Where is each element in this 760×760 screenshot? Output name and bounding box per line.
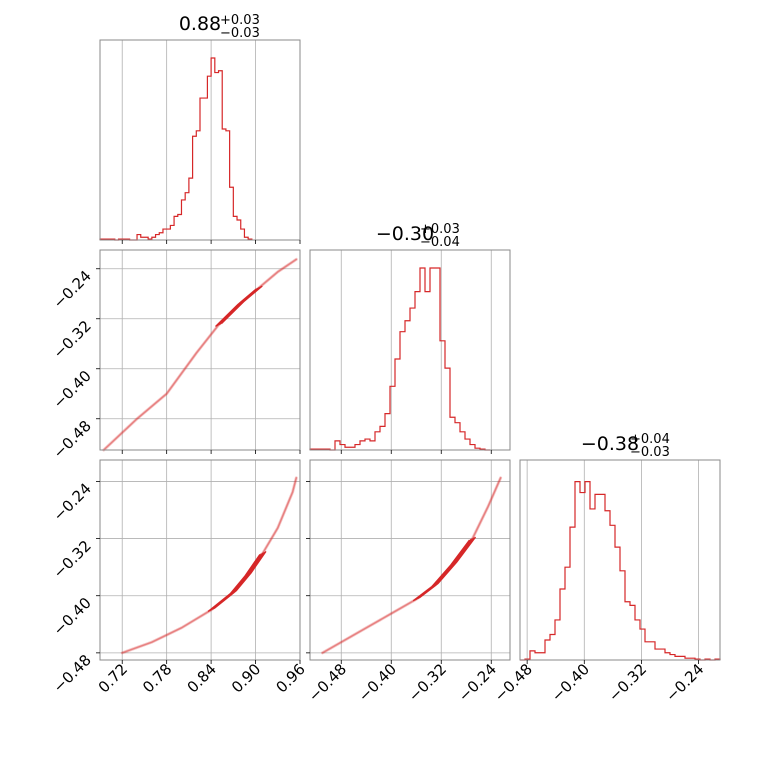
title-p2-plus: +0.03 [420,222,460,237]
density-p1-p3 [120,476,298,655]
title-p1-plus: +0.03 [220,13,260,28]
panel-2d-p2-p3 [309,459,511,661]
tick-label-y: −0.32 [50,537,95,582]
title-p3-minus: −0.03 [630,445,670,460]
tick-label-x: 0.90 [228,660,264,696]
tick-label-x: −0.32 [605,660,650,705]
panel-hist-p1: 0.88 +0.03 −0.03 [99,13,301,241]
tick-label-x: 0.72 [95,660,131,696]
tick-label-x: −0.48 [491,660,536,705]
density-band-outer [321,476,503,655]
contour-line-4 [221,285,263,324]
tick-label-x: 0.84 [184,660,220,696]
density-p1-p2 [102,257,298,452]
title-p2-minus: −0.04 [420,235,460,250]
tick-label-y: −0.24 [50,267,95,312]
tick-label-y: −0.32 [50,317,95,362]
histogram-p3 [520,481,721,661]
tick-label-y: −0.40 [50,367,95,412]
histogram-p1 [99,57,253,241]
panel-2d-p1-p2 [99,249,301,452]
tick-label-x: 0.78 [139,660,175,696]
density-band-outer [102,257,298,452]
title-p1-minus: −0.03 [220,26,260,41]
tick-label-x: 0.96 [272,660,308,696]
tick-label-y: −0.48 [50,651,95,696]
title-p1-median: 0.88 [179,13,221,35]
title-p3-median: −0.38 [581,433,639,455]
density-p2-p3 [321,476,503,655]
tick-label-x: −0.24 [662,660,707,705]
tick-label-y: −0.48 [50,417,95,462]
density-band-inner [121,477,298,654]
panel-hist-p2: −0.30 +0.03 −0.04 [309,222,511,451]
tick-label-x: −0.40 [548,660,593,705]
density-band-outer [120,476,298,655]
tick-label-y: −0.40 [50,594,95,639]
tick-label-x: −0.40 [355,660,400,705]
tick-label-x: −0.32 [405,660,450,705]
title-p2-median: −0.30 [376,223,434,245]
density-band-inner [321,477,502,654]
title-p1: 0.88 [179,13,221,35]
tick-label-y: −0.24 [50,480,95,525]
panel-2d-p1-p3 [99,459,301,661]
tick-label-x: −0.24 [455,660,500,705]
contour-line-1 [209,553,263,612]
title-p3-plus: +0.04 [630,432,670,447]
tick-label-x: −0.48 [305,660,350,705]
histogram-p2 [309,267,490,451]
contour-line-4 [418,536,477,599]
axis-ticks: 0.72 0.78 0.84 0.90 0.96−0.48 −0.40 −0.32 −0.24… [50,240,707,705]
contour-line-4 [213,550,267,610]
panel-hist-p3: −0.38 +0.04 −0.03 [519,432,721,661]
contour-line-0 [207,553,261,613]
